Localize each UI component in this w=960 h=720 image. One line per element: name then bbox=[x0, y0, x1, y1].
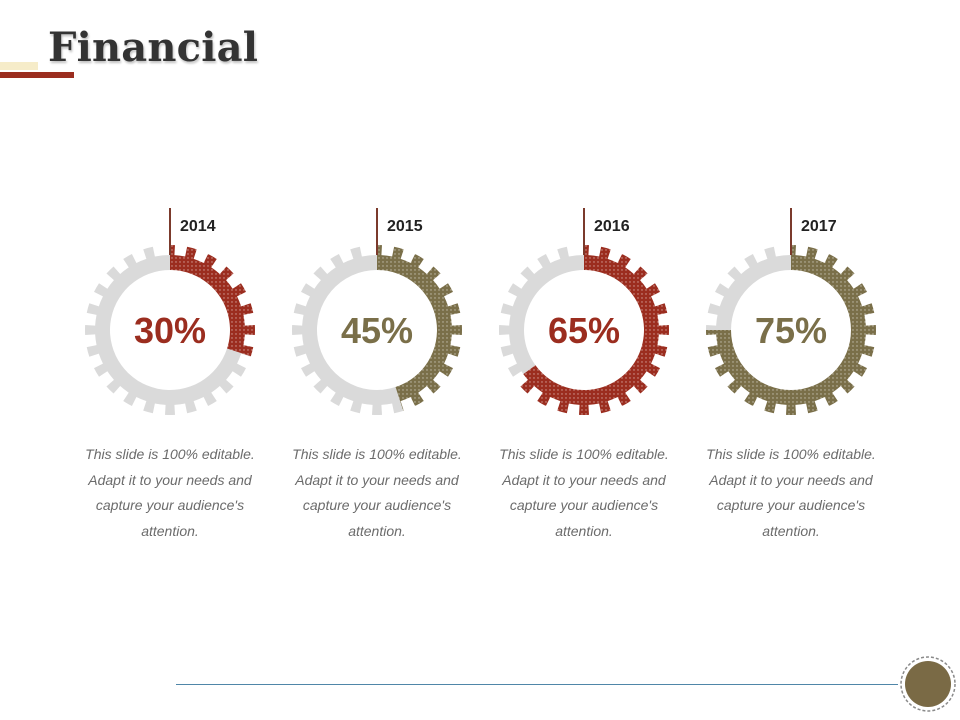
gear-gauge-chart bbox=[85, 208, 255, 415]
gauge-track bbox=[85, 246, 251, 415]
title-accent-light bbox=[0, 62, 38, 70]
gauge-caption: This slide is 100% editable. Adapt it to… bbox=[706, 446, 876, 539]
gauge-value-arc bbox=[377, 245, 462, 411]
gear-gauge-chart bbox=[706, 208, 876, 415]
gauge-track bbox=[706, 246, 791, 330]
gauge-track bbox=[499, 246, 584, 377]
gauge-value-arc bbox=[520, 245, 669, 415]
gauge-card-2015: 2015 45% This slide is 100% editable. Ad… bbox=[277, 200, 477, 540]
year-label: 2016 bbox=[594, 218, 630, 235]
percent-label: 30% bbox=[133, 310, 207, 351]
gauge-caption: This slide is 100% editable. Adapt it to… bbox=[85, 446, 255, 539]
gauge-card-2014: 2014 30% This slide is 100% editable. Ad… bbox=[70, 200, 270, 540]
gear-gauge-chart bbox=[292, 208, 462, 415]
year-label: 2014 bbox=[180, 218, 216, 235]
gauge-caption: This slide is 100% editable. Adapt it to… bbox=[499, 446, 669, 539]
gauge-caption: This slide is 100% editable. Adapt it to… bbox=[292, 446, 462, 539]
footer-badge bbox=[900, 656, 956, 712]
gauge-value-arc bbox=[706, 245, 876, 415]
year-label: 2015 bbox=[387, 218, 423, 235]
gauge-card-2017: 2017 75% This slide is 100% editable. Ad… bbox=[691, 200, 891, 540]
gauge-track bbox=[292, 246, 404, 415]
gauge-value-arc bbox=[170, 245, 255, 357]
year-label: 2017 bbox=[801, 218, 837, 235]
percent-label: 65% bbox=[547, 310, 621, 351]
badge-fill bbox=[905, 661, 951, 707]
title-accent-bar bbox=[0, 72, 74, 78]
gauge-row: 2014 30% This slide is 100% editable. Ad… bbox=[0, 200, 960, 540]
gear-gauge-chart bbox=[499, 208, 669, 415]
gauge-card-2016: 2016 65% This slide is 100% editable. Ad… bbox=[484, 200, 684, 540]
percent-label: 45% bbox=[340, 310, 414, 351]
percent-label: 75% bbox=[754, 310, 828, 351]
footer-line bbox=[176, 684, 898, 685]
slide-title: Financial bbox=[48, 24, 259, 71]
badge-ring bbox=[900, 656, 956, 712]
